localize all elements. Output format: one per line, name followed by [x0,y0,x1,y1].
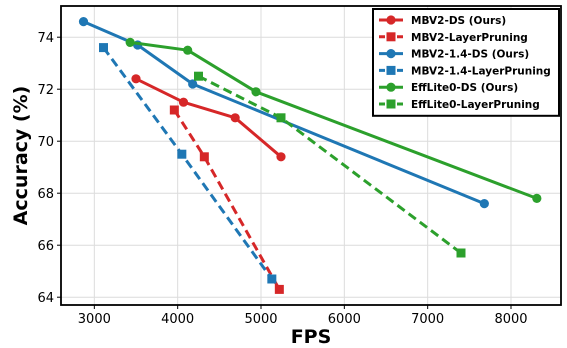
data-point [276,152,286,162]
data-point [479,199,489,209]
series-line [129,40,538,200]
data-point [194,71,203,81]
y-tick-label: 72 [37,83,54,98]
legend-marker [386,65,396,75]
series-layer [78,17,542,294]
legend-entry: MBV2-LayerPruning [379,32,528,44]
y-tick-label: 70 [37,135,54,150]
x-axis-title: FPS [291,326,332,348]
x-axis-ticks: 3000 4000 5000 6000 7000 8000 [78,305,528,327]
legend-marker [386,32,396,42]
data-point [78,17,89,27]
legend-entry: MBV2-1.4-LayerPruning [379,65,551,77]
data-point [125,37,135,48]
y-axis-ticks: 64 66 68 70 72 74 [37,31,61,306]
legend-label: MBV2-1.4-LayerPruning [411,65,551,77]
data-point [178,97,189,107]
legend-label: EffLite0-LayerPruning [411,99,540,111]
series-line [82,20,485,205]
series-efflite0-layerpruning [194,71,466,258]
series-mbv2-ds-ours [131,74,286,162]
data-point [183,45,193,55]
legend-box [372,8,560,117]
x-tick-label: 3000 [78,312,111,327]
data-point [251,87,261,97]
y-tick-label: 68 [37,187,54,202]
legend-marker [386,49,396,59]
legend-marker [386,82,396,92]
x-tick-label: 7000 [411,312,444,327]
legend: MBV2-DS (Ours) MBV2-LayerPruning MBV2-1.4-… [372,8,560,117]
legend-entry: EffLite0-DS (Ours) [379,82,518,94]
legend-marker [386,15,396,25]
series-mbv2-layerpruning [169,105,284,294]
x-tick-label: 6000 [328,312,361,327]
legend-marker [386,99,396,109]
legend-entry: MBV2-DS (Ours) [379,15,506,27]
y-axis-title: Accuracy (%) [10,86,32,226]
series-mbv2-1-4-ds-ours [78,17,489,209]
legend-label: MBV2-DS (Ours) [411,15,506,27]
data-point [276,113,286,123]
data-point [274,284,284,294]
legend-label: EffLite0-DS (Ours) [411,82,518,94]
x-tick-label: 5000 [244,312,277,327]
data-point [532,193,542,203]
data-point [456,248,466,258]
y-tick-label: 66 [37,239,54,254]
legend-entry: EffLite0-LayerPruning [379,99,540,111]
data-point [169,105,179,115]
y-tick-label: 74 [37,31,54,46]
data-point [230,113,240,123]
series-line [173,109,281,291]
data-point [131,74,141,84]
plot-frame [60,5,562,306]
series-efflite0-ds-ours [125,37,542,203]
series-line [135,77,282,158]
legend-label: MBV2-1.4-DS (Ours) [411,49,529,61]
x-tick-label: 8000 [494,312,527,327]
data-point [199,152,209,162]
data-point [267,274,277,284]
data-point [188,79,198,89]
x-tick-label: 4000 [161,312,194,327]
data-point [99,43,108,53]
data-point [177,149,187,159]
legend-entry: MBV2-1.4-DS (Ours) [379,49,529,61]
series-mbv2-1-4-layerpruning [99,43,277,284]
y-tick-label: 64 [37,291,54,306]
legend-label: MBV2-LayerPruning [411,32,528,44]
